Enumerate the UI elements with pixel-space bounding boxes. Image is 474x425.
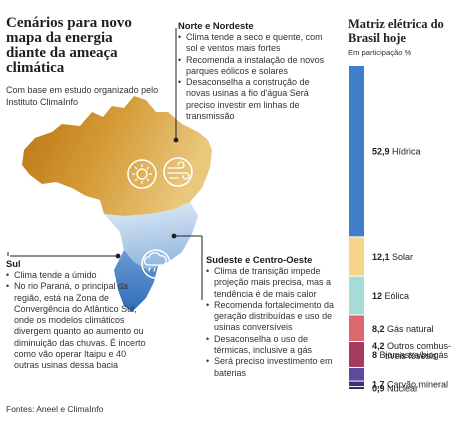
connector-lines — [7, 28, 203, 300]
bar-label-5: 8 Biomassa/biogás — [372, 350, 449, 360]
list-item: Recomenda fortalecimento da geração dist… — [206, 300, 344, 334]
north-northeast-title: Norte e Nordeste — [178, 20, 254, 31]
north-northeast-bullets: Clima tende a seco e quente, com sol e v… — [178, 32, 326, 122]
southeast-block: Sudeste e Centro-Oeste Clima de transiçã… — [206, 254, 344, 379]
region-southeast-centerwest — [104, 202, 198, 270]
south-title: Sul — [6, 258, 21, 269]
list-item: No rio Paraná, o principal da região, es… — [6, 281, 150, 371]
list-item: Será preciso investimento em baterias — [206, 356, 344, 379]
page-title: Cenários para novo mapa da energia diant… — [6, 15, 132, 76]
bar-8 — [349, 387, 364, 389]
bar-label-6: 4,2 Outros combus- — [372, 341, 451, 351]
list-item: Desaconselha a construção de novas usina… — [178, 77, 326, 122]
region-north-northeast — [22, 96, 212, 216]
chart-bars — [349, 66, 364, 389]
list-item: Desaconselha o uso de térmicas, inclusiv… — [206, 334, 344, 357]
bar-label-3: 12 Eólica — [372, 291, 409, 301]
north-northeast-block: Norte e Nordeste Clima tende a seco e qu… — [178, 20, 326, 122]
list-item: Recomenda a instalação de novos parques … — [178, 55, 326, 78]
bar-label-1: 52,9 Hídrica — [372, 147, 421, 157]
south-bullets: Clima tende a úmido No rio Paraná, o pri… — [6, 270, 150, 372]
bar-label-8: 0,9 Nuclear — [372, 384, 418, 394]
bar-1 — [349, 66, 364, 237]
chart-title: Matriz elétrica do Brasil hoje — [348, 17, 444, 45]
bar-2 — [349, 237, 364, 276]
bar-3 — [349, 276, 364, 315]
list-item: Clima tende a seco e quente, com sol e v… — [178, 32, 326, 55]
sun-icon — [127, 159, 157, 189]
list-item: Clima tende a úmido — [6, 270, 150, 282]
bar-7 — [349, 381, 364, 387]
south-block: Sul Clima tende a úmido No rio Paraná, o… — [6, 258, 150, 372]
chart-labels: 52,9 Hídrica 12,1 Solar 12 Eólica 8,2 Gás n… — [372, 147, 451, 394]
list-item: Clima de transição impede projeção mais … — [206, 266, 344, 300]
source-note: Fontes: Aneel e ClimaInfo — [6, 404, 104, 414]
bar-6 — [349, 367, 364, 381]
connector-north-dot — [173, 137, 179, 143]
wind-icon — [163, 157, 193, 187]
page-subtitle: Com base em estudo organizado pelo Insti… — [6, 85, 159, 107]
chart-subtitle: Em participação % — [348, 48, 412, 57]
southeast-bullets: Clima de transição impede projeção mais … — [206, 266, 344, 379]
connector-south-dot — [115, 253, 121, 259]
bar-label-2: 12,1 Solar — [372, 252, 413, 262]
connector-southeast-dot — [171, 233, 177, 239]
bar-label-4: 8,2 Gás natural — [372, 324, 434, 334]
bar-5 — [349, 342, 364, 367]
bar-label-6-continued: tíveis fósesis — [385, 351, 437, 361]
bar-label-7: 1,7 Carvão mineral — [372, 379, 448, 389]
bar-4 — [349, 315, 364, 342]
southeast-title: Sudeste e Centro-Oeste — [206, 254, 313, 265]
